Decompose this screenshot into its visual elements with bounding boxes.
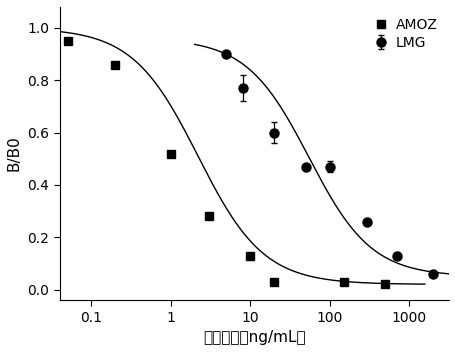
Y-axis label: B/B0: B/B0 <box>7 136 22 171</box>
X-axis label: 药物浓度（ng/mL）: 药物浓度（ng/mL） <box>203 330 305 345</box>
Legend: AMOZ, LMG: AMOZ, LMG <box>368 14 441 55</box>
